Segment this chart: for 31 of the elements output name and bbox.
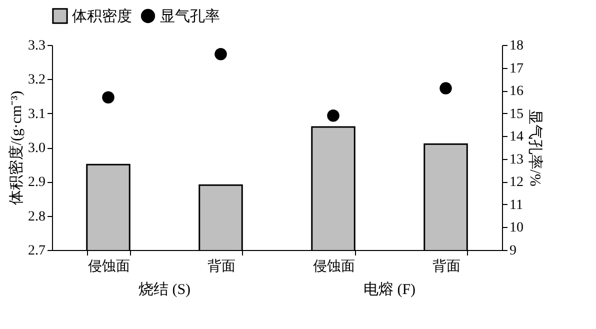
y2-tick-label: 12	[510, 175, 524, 190]
y-tick-label: 2.7	[28, 244, 46, 258]
text: 电熔 (F)	[363, 281, 416, 298]
y2-tick-label: 17	[510, 61, 524, 76]
y2-tick-label: 10	[510, 220, 524, 236]
y-axis-title: 体积密度/(g·cm⁻³)	[8, 90, 25, 206]
y-tick-label: 3.0	[28, 141, 46, 156]
point	[214, 48, 227, 60]
y-tick-label: 2.8	[28, 209, 46, 224]
x-tick-label: 侵蚀面	[88, 258, 130, 274]
point	[327, 110, 340, 122]
x-tick-label: 侵蚀面	[312, 258, 355, 274]
y2-axis-title: 显气孔率/%	[526, 110, 544, 186]
point	[440, 82, 452, 94]
x-tick-label: 背面	[207, 258, 236, 274]
text: 烧结 (S)	[138, 281, 191, 298]
y-tick-label: 2.9	[28, 175, 46, 190]
x-tick-label: 背面	[432, 258, 460, 274]
y2-tick-label: 16	[510, 84, 524, 100]
y2-tick-label: 11	[510, 198, 523, 213]
y2-tick-label: 14	[510, 130, 524, 145]
y2-tick-label: 9	[510, 244, 516, 258]
y-tick-label: 3.3	[28, 38, 46, 54]
y2-tick-label: 18	[510, 38, 524, 54]
y2-tick-label: 15	[510, 106, 524, 122]
legend-label: 显气孔率	[160, 8, 220, 25]
y-tick-label: 3.1	[28, 106, 46, 122]
point	[102, 91, 114, 104]
y2-tick-label: 13	[510, 152, 524, 168]
y-tick-label: 3.2	[28, 72, 46, 88]
legend-label: 体积密度	[72, 8, 132, 25]
